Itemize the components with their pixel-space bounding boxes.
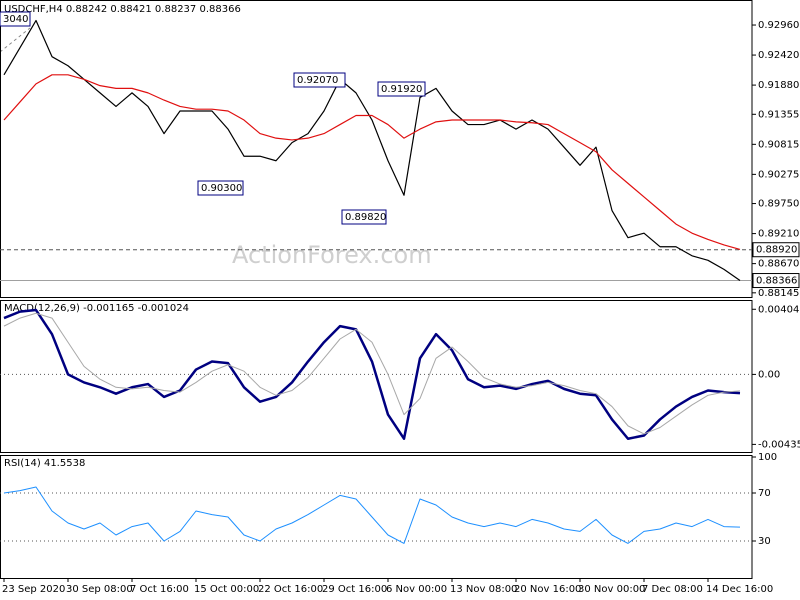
- annotation: 0.91920: [381, 84, 422, 95]
- annotation-box: [197, 180, 244, 196]
- annotation-box: [377, 81, 426, 97]
- level-label: 0.88366: [756, 276, 797, 287]
- y-tick-label: 70: [758, 488, 771, 499]
- x-tick-label: 29 Oct 16:00: [322, 584, 387, 595]
- x-tick-label: 20 Nov 16:00: [514, 584, 581, 595]
- series-line: [3, 312, 741, 435]
- x-tick-label: 7 Dec 08:00: [642, 584, 703, 595]
- y-tick-label: 0.91355: [758, 109, 799, 120]
- y-tick-label: 0.92420: [758, 50, 799, 61]
- x-tick-label: 13 Nov 08:00: [450, 584, 517, 595]
- y-tick-label: 30: [758, 536, 771, 547]
- panel-frame: [0, 455, 753, 579]
- panel-frame: [0, 300, 753, 453]
- y-tick-label: 0.88145: [758, 288, 799, 299]
- series-line: [3, 486, 741, 544]
- x-tick-label: 7 Oct 16:00: [130, 584, 189, 595]
- chart-title: USDCHF,H4 0.88242 0.88421 0.88237 0.8836…: [4, 4, 241, 15]
- x-tick-label: 30 Sep 08:00: [66, 584, 133, 595]
- annotation-box: [293, 72, 346, 88]
- y-tick-label: 0.004048: [758, 304, 800, 315]
- annotation-box: [0, 11, 31, 27]
- panel-title: RSI(14) 41.5538: [4, 458, 85, 469]
- x-tick-label: 23 Sep 2020: [2, 584, 65, 595]
- level-box: [752, 242, 800, 258]
- x-tick-label: 14 Dec 16:00: [706, 584, 773, 595]
- y-tick-label: 0.90815: [758, 139, 799, 150]
- watermark: ActionForex.com: [232, 241, 432, 269]
- y-tick-label: 0.89210: [758, 229, 799, 240]
- annotation-box: [341, 209, 387, 225]
- y-tick-label: -0.004351: [758, 439, 800, 450]
- panel-title: MACD(12,26,9) -0.001165 -0.001024: [4, 303, 189, 314]
- x-tick-label: 22 Oct 16:00: [258, 584, 323, 595]
- series-line: [3, 19, 741, 282]
- series-line: [3, 74, 741, 251]
- y-tick-label: 0.88670: [758, 259, 799, 270]
- annotation: 0.92070: [297, 75, 338, 86]
- annotation: 0.90300: [201, 183, 242, 194]
- series-line: [3, 308, 741, 440]
- annotation: 3040: [3, 14, 28, 25]
- x-tick-label: 30 Nov 00:00: [578, 584, 645, 595]
- annotation: 0.89820: [345, 212, 386, 223]
- panel-frame: [0, 0, 753, 298]
- y-tick-label: 0.00: [758, 369, 780, 380]
- y-tick-label: 0.91880: [758, 80, 799, 91]
- y-tick-label: 100: [758, 452, 777, 463]
- y-tick-label: 0.92960: [758, 20, 799, 31]
- level-label: 0.88920: [756, 245, 797, 256]
- y-tick-label: 0.90275: [758, 169, 799, 180]
- x-tick-label: 15 Oct 00:00: [194, 584, 259, 595]
- x-tick-label: 6 Nov 00:00: [386, 584, 447, 595]
- level-box: [752, 273, 800, 289]
- y-tick-label: 0.89750: [758, 199, 799, 210]
- trend-line: [0, 27, 31, 53]
